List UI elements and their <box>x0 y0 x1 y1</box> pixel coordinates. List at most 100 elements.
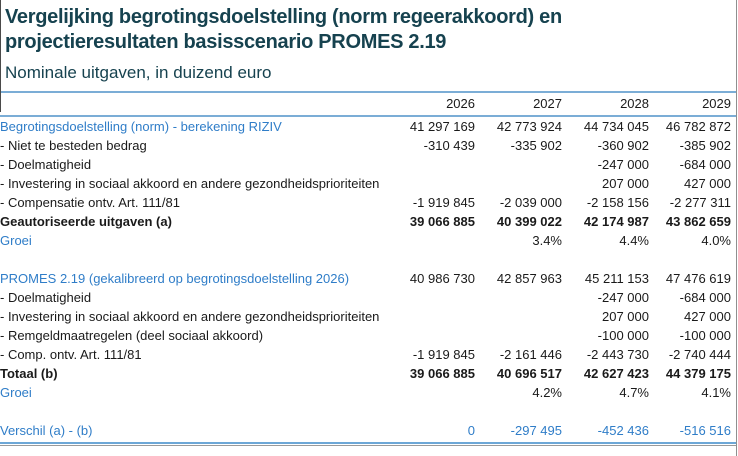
row-label <box>0 402 388 421</box>
row-value: -516 516 <box>679 423 731 438</box>
row-value <box>388 231 475 250</box>
row-value <box>388 288 475 307</box>
table-row: Begrotingsdoelstelling (norm) - berekeni… <box>0 116 736 136</box>
row-label: - Doelmatigheid <box>0 290 92 305</box>
row-value <box>475 155 562 174</box>
row-label: PROMES 2.19 (gekalibreerd op begrotingsd… <box>0 271 350 286</box>
row-value: -247 000 <box>597 157 649 172</box>
table-body: Begrotingsdoelstelling (norm) - berekeni… <box>0 116 736 440</box>
row-value <box>649 402 736 421</box>
table-row: - Remgeldmaatregelen (deel sociaal akkoo… <box>0 326 736 345</box>
row-value: -2 277 311 <box>669 195 731 210</box>
row-value: -2 740 444 <box>668 347 731 362</box>
row-value: -684 000 <box>679 157 731 172</box>
column-header-year: 2028 <box>562 91 649 117</box>
row-label: Totaal (b) <box>0 366 58 381</box>
row-label: Groei <box>0 233 32 248</box>
row-label: Verschil (a) - (b) <box>0 423 93 438</box>
row-value: -2 443 730 <box>586 347 649 362</box>
row-value: -247 000 <box>597 290 649 305</box>
row-value <box>475 326 562 345</box>
page-title: Vergelijking begrotingsdoelstelling (nor… <box>5 6 562 53</box>
column-header-year: 2027 <box>475 91 562 117</box>
row-value: 207 000 <box>602 309 649 324</box>
row-value: -360 902 <box>597 138 649 153</box>
row-value: -1 919 845 <box>412 195 475 210</box>
header-block: Vergelijking begrotingsdoelstelling (nor… <box>0 0 738 83</box>
row-value <box>649 250 736 269</box>
row-value: 427 000 <box>684 309 731 324</box>
row-value: 3.4% <box>532 233 562 248</box>
row-value: 4.4% <box>619 233 649 248</box>
row-value: 39 066 885 <box>409 214 475 229</box>
row-value <box>388 250 475 269</box>
window-edge-left <box>0 0 1 112</box>
table-row: - Compensatie ontv. Art. 111/81 -1 919 84… <box>0 193 736 212</box>
table-row: Verschil (a) - (b) 0 -297 495 -452 436 -516 … <box>0 421 736 440</box>
row-value <box>562 250 649 269</box>
row-value: -2 158 156 <box>586 195 649 210</box>
row-value: 39 066 885 <box>409 366 475 381</box>
row-label: Groei <box>0 385 32 400</box>
table-spacer-row <box>0 250 736 269</box>
row-value: -452 436 <box>597 423 649 438</box>
row-value: -297 495 <box>510 423 562 438</box>
row-value: 40 399 022 <box>496 214 562 229</box>
column-header-year: 2026 <box>388 91 475 117</box>
column-header-label <box>0 91 388 117</box>
row-value: 46 782 872 <box>665 119 731 134</box>
table-row: Totaal (b) 39 066 885 40 696 517 42 627 423… <box>0 364 736 383</box>
row-value: -2 039 000 <box>499 195 562 210</box>
table-row: - Investering in sociaal akkoord en ande… <box>0 174 736 193</box>
table-row: - Niet te besteden bedrag -310 439 -335 90… <box>0 136 736 155</box>
table-row: - Investering in sociaal akkoord en ande… <box>0 307 736 326</box>
row-value: 44 734 045 <box>583 119 649 134</box>
row-value: -1 919 845 <box>412 347 475 362</box>
row-value: 41 297 169 <box>409 119 475 134</box>
table-row: - Comp. ontv. Art. 111/81 -1 919 845 -2 16… <box>0 345 736 364</box>
row-value: 4.7% <box>619 385 649 400</box>
row-value: 4.1% <box>701 385 731 400</box>
row-value: 45 211 153 <box>584 271 649 286</box>
row-value: -2 161 446 <box>499 347 562 362</box>
row-label: - Investering in sociaal akkoord en ande… <box>0 309 380 324</box>
row-label: - Comp. ontv. Art. 111/81 <box>0 347 142 362</box>
row-value: 427 000 <box>684 176 731 191</box>
row-value <box>562 402 649 421</box>
row-value <box>475 288 562 307</box>
row-value <box>475 174 562 193</box>
row-label: - Investering in sociaal akkoord en ande… <box>0 176 380 191</box>
row-value <box>475 307 562 326</box>
row-value: 0 <box>467 423 475 438</box>
table-row: - Doelmatigheid -247 000 -684 000 <box>0 155 736 174</box>
row-value: 40 986 730 <box>409 271 475 286</box>
row-value: -310 439 <box>423 138 475 153</box>
row-value <box>388 402 475 421</box>
table-row: Groei 3.4% 4.4% 4.0% <box>0 231 736 250</box>
row-value: 4.2% <box>532 385 562 400</box>
row-value: 42 174 987 <box>583 214 649 229</box>
page-subtitle: Nominale uitgaven, in duizend euro <box>5 63 272 82</box>
table-row: Geautoriseerde uitgaven (a) 39 066 885 40 … <box>0 212 736 231</box>
row-value: -684 000 <box>679 290 731 305</box>
row-value <box>475 402 562 421</box>
row-label: - Compensatie ontv. Art. 111/81 <box>0 195 180 210</box>
row-value: 42 857 963 <box>496 271 562 286</box>
row-value <box>388 307 475 326</box>
row-label: - Doelmatigheid <box>0 157 92 172</box>
row-value: 42 627 423 <box>583 366 649 381</box>
row-value <box>388 155 475 174</box>
row-value: -100 000 <box>679 328 731 343</box>
row-value <box>475 250 562 269</box>
row-value: 4.0% <box>701 233 731 248</box>
row-value: 207 000 <box>602 176 649 191</box>
table-row: - Doelmatigheid -247 000 -684 000 <box>0 288 736 307</box>
row-value: -385 902 <box>679 138 731 153</box>
table-spacer-row <box>0 402 736 421</box>
row-value <box>388 174 475 193</box>
table-row: Groei 4.2% 4.7% 4.1% <box>0 383 736 402</box>
row-label <box>0 250 388 269</box>
table-row: PROMES 2.19 (gekalibreerd op begrotingsd… <box>0 269 736 288</box>
row-value: 47 476 619 <box>665 271 731 286</box>
